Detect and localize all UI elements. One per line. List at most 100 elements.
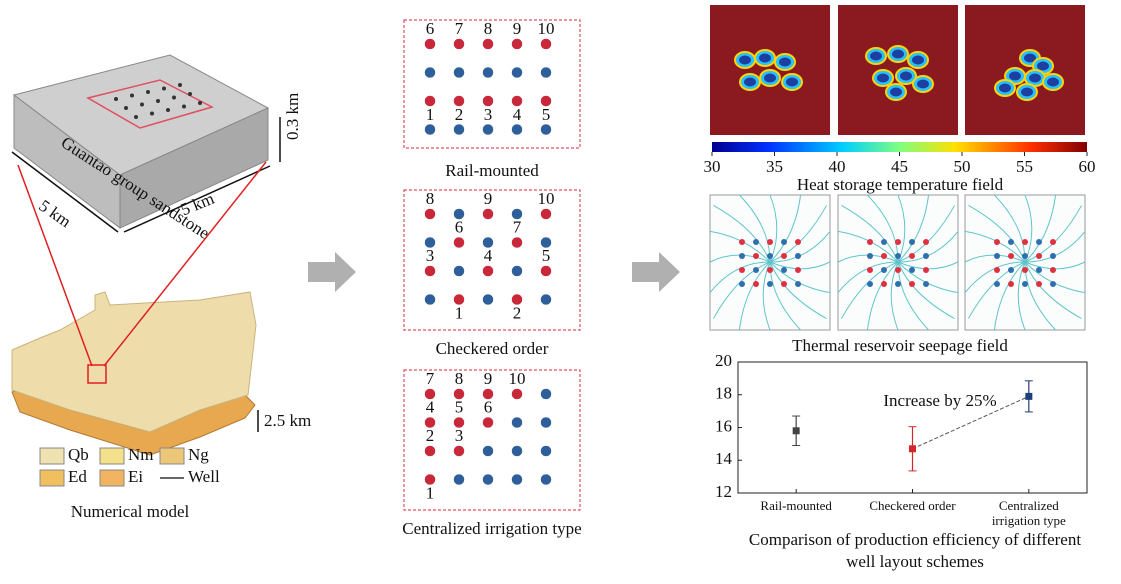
production-well — [541, 294, 552, 305]
well-number: 6 — [426, 19, 435, 38]
well-dot — [753, 239, 759, 245]
injection-well — [512, 389, 523, 400]
well-number: 5 — [542, 246, 551, 265]
cold-plume — [1037, 62, 1049, 71]
mean-marker — [1025, 393, 1032, 400]
y-tick-label: 16 — [715, 416, 732, 435]
well-number: 10 — [538, 189, 555, 208]
well-number: 8 — [484, 19, 493, 38]
production-well — [541, 446, 552, 457]
well-dot — [795, 239, 801, 245]
well-dot — [130, 94, 134, 98]
legend-swatch — [160, 448, 184, 464]
colorbar-label: 50 — [954, 157, 971, 176]
injection-well — [454, 237, 465, 248]
well-dot — [1036, 267, 1042, 273]
well-dot — [156, 99, 160, 103]
production-well — [541, 389, 552, 400]
injection-well — [512, 237, 523, 248]
colorbar-label: 30 — [704, 157, 721, 176]
well-number: 9 — [484, 189, 493, 208]
thickness-label: 0.3 km — [283, 93, 302, 140]
model-caption: Numerical model — [71, 502, 190, 521]
injection-well — [483, 417, 494, 428]
legend-label: Ng — [188, 445, 209, 464]
well-dot — [1022, 239, 1028, 245]
well-dot — [767, 253, 773, 259]
cold-plume — [900, 72, 912, 81]
annotation: Increase by 25% — [883, 391, 996, 410]
production-well — [425, 124, 436, 135]
well-dot — [739, 253, 745, 259]
cold-plume — [912, 56, 924, 65]
well-dot — [923, 253, 929, 259]
injection-well — [483, 266, 494, 277]
well-dot — [781, 281, 787, 287]
well-dot — [909, 267, 915, 273]
well-dot — [909, 281, 915, 287]
chart: 1214161820Increase by 25% — [715, 351, 1033, 501]
figure: Guantao group sandstone 0.3 km 5 km 5 km… — [0, 0, 1121, 584]
cold-plume — [917, 80, 929, 89]
seepage-fields — [710, 195, 1085, 330]
production-well — [483, 446, 494, 457]
well-number: 9 — [513, 19, 522, 38]
cold-plume — [1047, 78, 1059, 87]
well-dot — [795, 281, 801, 287]
temperature-caption: Heat storage temperature field — [797, 175, 1004, 194]
cold-plume — [1029, 74, 1041, 83]
layout-caption: Centralized irrigation type — [402, 519, 581, 538]
well-number: 7 — [426, 369, 435, 388]
production-well — [483, 67, 494, 78]
well-number: 3 — [484, 105, 493, 124]
well-dot — [188, 92, 192, 96]
well-dot — [994, 281, 1000, 287]
colorbar-label: 45 — [891, 157, 908, 176]
well-dot — [1008, 253, 1014, 259]
well-number: 4 — [513, 105, 522, 124]
legend-swatch — [100, 448, 124, 464]
well-dot — [1022, 281, 1028, 287]
well-dot — [1050, 239, 1056, 245]
injection-well — [454, 39, 465, 50]
well-dot — [923, 267, 929, 273]
x-tick-label: Centralized irrigation type — [974, 498, 1084, 528]
well-dot — [767, 267, 773, 273]
flow-arrow — [308, 252, 356, 292]
production-well — [425, 67, 436, 78]
well-dot — [162, 87, 166, 91]
well-number: 2 — [426, 426, 435, 445]
well-dot — [781, 253, 787, 259]
colorbar-label: 40 — [829, 157, 846, 176]
x-tick-label: Rail-mounted — [741, 498, 851, 513]
production-well — [512, 266, 523, 277]
well-dot — [172, 96, 176, 100]
cold-plume — [870, 52, 882, 61]
well-dot — [1008, 281, 1014, 287]
legend-swatch — [40, 448, 64, 464]
production-well — [483, 294, 494, 305]
cold-plume — [786, 78, 798, 87]
injection-well — [483, 39, 494, 50]
well-dot — [1008, 239, 1014, 245]
well-dot — [781, 267, 787, 273]
well-dot — [1036, 239, 1042, 245]
well-dot — [923, 239, 929, 245]
cold-plume — [744, 78, 756, 87]
well-dot — [134, 115, 138, 119]
production-well — [425, 294, 436, 305]
well-number: 8 — [455, 369, 464, 388]
well-dot — [1008, 267, 1014, 273]
mean-marker — [793, 427, 800, 434]
well-dot — [923, 281, 929, 287]
well-dot — [867, 267, 873, 273]
legend-label: Ei — [128, 467, 143, 486]
well-dot — [909, 239, 915, 245]
y-tick-label: 18 — [715, 384, 732, 403]
well-dot — [150, 112, 154, 116]
colorbar-label: 35 — [766, 157, 783, 176]
cold-plume — [877, 74, 889, 83]
well-dot — [895, 253, 901, 259]
mean-marker — [909, 445, 916, 452]
injection-well — [425, 266, 436, 277]
